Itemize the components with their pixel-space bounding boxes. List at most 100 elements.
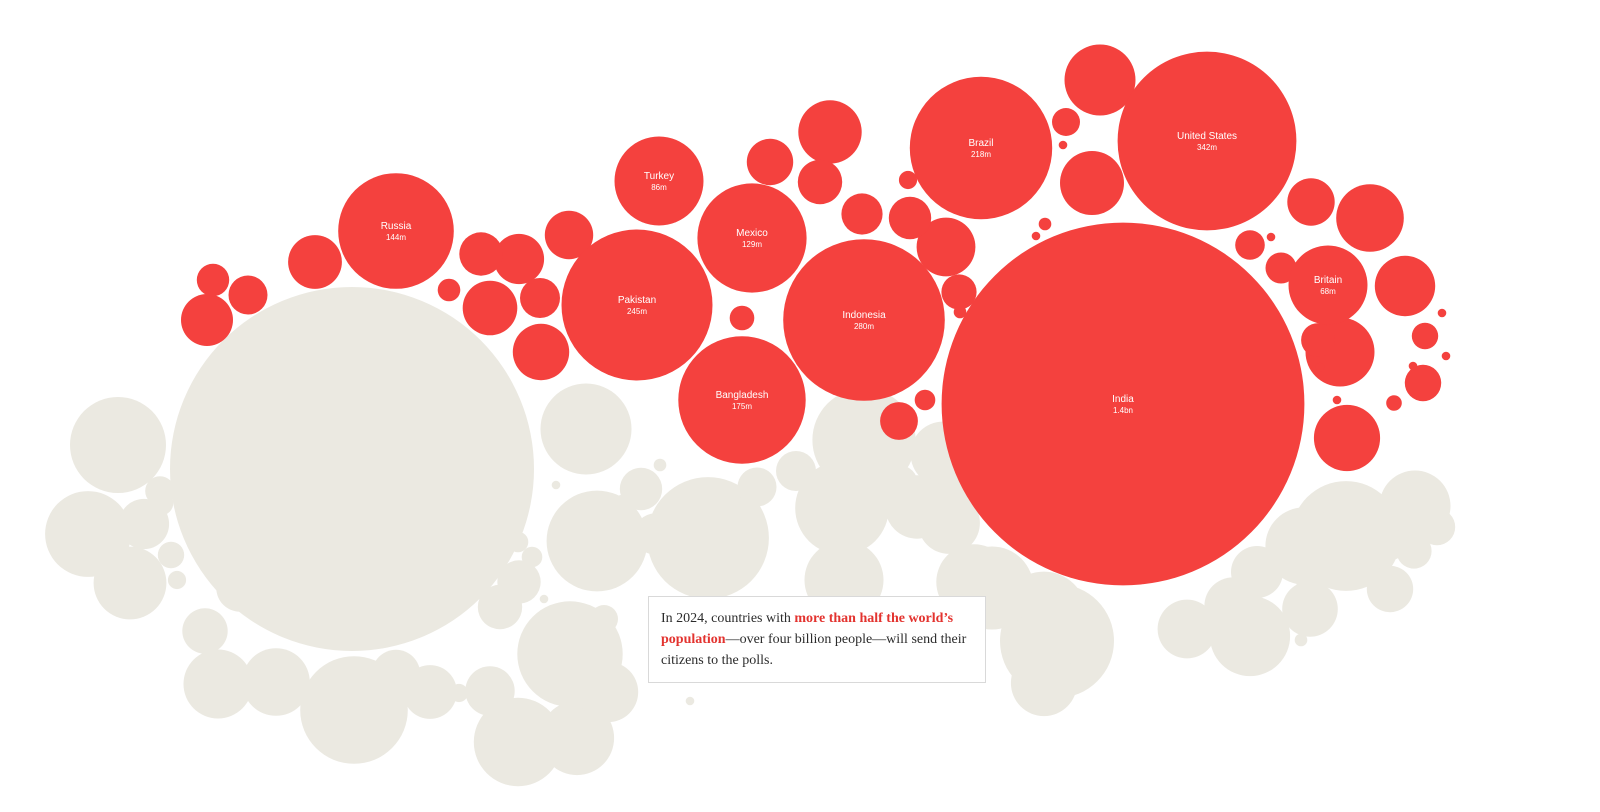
- not-voting-country-bubble: [647, 477, 769, 599]
- not-voting-country-bubble: [918, 492, 980, 554]
- not-voting-country-bubble: [167, 570, 187, 590]
- voting-bubbles: [181, 44, 1451, 586]
- not-voting-country-bubble: [183, 649, 253, 719]
- not-voting-country-bubble: [577, 661, 639, 723]
- not-voting-country-bubble: [1231, 546, 1283, 598]
- voting-country-bubble: [1265, 252, 1297, 284]
- bubble-russia: [338, 173, 454, 289]
- not-voting-country-bubble: [1296, 568, 1328, 600]
- voting-country-bubble: [1386, 395, 1402, 411]
- voting-country-bubble: [797, 159, 843, 205]
- not-voting-country-bubble: [1373, 527, 1407, 561]
- voting-country-bubble: [228, 275, 268, 315]
- not-voting-country-bubble: [449, 683, 469, 703]
- not-voting-country-bubble: [634, 513, 676, 555]
- voting-country-bubble: [462, 280, 518, 336]
- not-voting-country-bubble: [1294, 633, 1308, 647]
- voting-country-bubble: [1266, 232, 1276, 242]
- voting-country-bubble: [544, 210, 594, 260]
- not-voting-country-bubble: [795, 461, 889, 555]
- not-voting-country-bubble: [182, 608, 228, 654]
- bubble-turkey: [614, 136, 704, 226]
- voting-country-bubble: [941, 274, 977, 310]
- bubble-pakistan: [561, 229, 713, 381]
- voting-country-bubble: [880, 402, 918, 440]
- voting-country-bubble: [841, 193, 883, 235]
- voting-country-bubble: [1287, 178, 1335, 226]
- voting-country-bubble: [459, 232, 503, 276]
- voting-country-bubble: [729, 305, 755, 331]
- not-voting-country-bubble: [93, 546, 167, 620]
- voting-country-bubble: [520, 278, 560, 318]
- not-voting-bubbles: [45, 287, 1456, 787]
- not-voting-country-bubble: [70, 397, 166, 493]
- voting-country-bubble: [888, 196, 932, 240]
- bubble-indonesia: [783, 239, 945, 401]
- voting-country-bubble: [746, 138, 794, 186]
- not-voting-country-bubble: [1366, 565, 1414, 613]
- voting-country-bubble: [1052, 108, 1080, 136]
- not-voting-country-bubble: [539, 594, 549, 604]
- voting-country-bubble: [1313, 404, 1381, 472]
- voting-country-bubble: [1060, 151, 1124, 215]
- not-voting-country-bubble: [148, 490, 174, 516]
- voting-country-bubble: [1301, 323, 1335, 357]
- voting-country-bubble: [1408, 361, 1418, 371]
- not-voting-country-bubble: [1265, 507, 1343, 585]
- annotation-suffix: —over four billion people—will send thei…: [661, 632, 967, 668]
- voting-country-bubble: [1332, 395, 1342, 405]
- voting-country-bubble: [898, 170, 918, 190]
- not-voting-country-bubble: [1219, 579, 1229, 589]
- bubble-india: [941, 222, 1305, 586]
- not-voting-country-bubble: [216, 564, 264, 612]
- not-voting-country-bubble: [940, 477, 956, 493]
- bubble-united-states: [1117, 51, 1297, 231]
- not-voting-country-bubble: [465, 666, 515, 716]
- voting-country-bubble: [1031, 231, 1041, 241]
- not-voting-country-bubble: [473, 697, 563, 787]
- not-voting-country-bubble: [949, 506, 963, 520]
- bubble-britain: [1288, 245, 1368, 325]
- not-voting-country-bubble: [590, 605, 618, 633]
- annotation-box: In 2024, countries with more than half t…: [648, 596, 986, 683]
- not-voting-country-bubble: [653, 458, 667, 472]
- not-voting-country-bubble: [1403, 475, 1413, 485]
- voting-country-bubble: [1058, 140, 1068, 150]
- not-voting-country-bubble: [371, 649, 421, 699]
- voting-country-bubble: [437, 278, 461, 302]
- voting-country-bubble: [916, 217, 976, 277]
- not-voting-country-bubble: [497, 560, 541, 604]
- not-voting-country-bubble: [516, 502, 526, 512]
- voting-country-bubble: [1374, 255, 1436, 317]
- voting-country-bubble: [1315, 362, 1325, 372]
- voting-country-bubble: [1441, 351, 1451, 361]
- not-voting-country-bubble: [507, 531, 529, 553]
- not-voting-country-bubble: [242, 648, 310, 716]
- not-voting-country-bubble: [1157, 599, 1217, 659]
- not-voting-country-bubble: [170, 287, 534, 651]
- bubble-bangladesh: [678, 336, 806, 464]
- not-voting-country-bubble: [611, 494, 635, 518]
- not-voting-country-bubble: [551, 480, 561, 490]
- bubble-brazil: [909, 76, 1053, 220]
- voting-country-bubble: [181, 294, 233, 346]
- not-voting-country-bubble: [1010, 649, 1078, 717]
- not-voting-country-bubble: [157, 541, 185, 569]
- voting-country-bubble: [798, 100, 862, 164]
- voting-country-bubble: [288, 235, 342, 289]
- voting-country-bubble: [1437, 308, 1447, 318]
- voting-country-bubble: [914, 389, 936, 411]
- voting-country-bubble: [1235, 230, 1265, 260]
- bubble-mexico: [697, 183, 807, 293]
- voting-country-bubble: [196, 263, 230, 297]
- voting-country-bubble: [1404, 364, 1442, 402]
- voting-country-bubble: [1336, 184, 1404, 252]
- annotation-highlight: more than half the world’s population: [661, 611, 954, 647]
- not-voting-country-bubble: [926, 520, 942, 536]
- voting-country-bubble: [1064, 44, 1136, 116]
- not-voting-country-bubble: [880, 465, 918, 503]
- not-voting-country-bubble: [1282, 581, 1338, 637]
- annotation-prefix: In 2024, countries with: [661, 611, 795, 626]
- not-voting-country-bubble: [685, 696, 695, 706]
